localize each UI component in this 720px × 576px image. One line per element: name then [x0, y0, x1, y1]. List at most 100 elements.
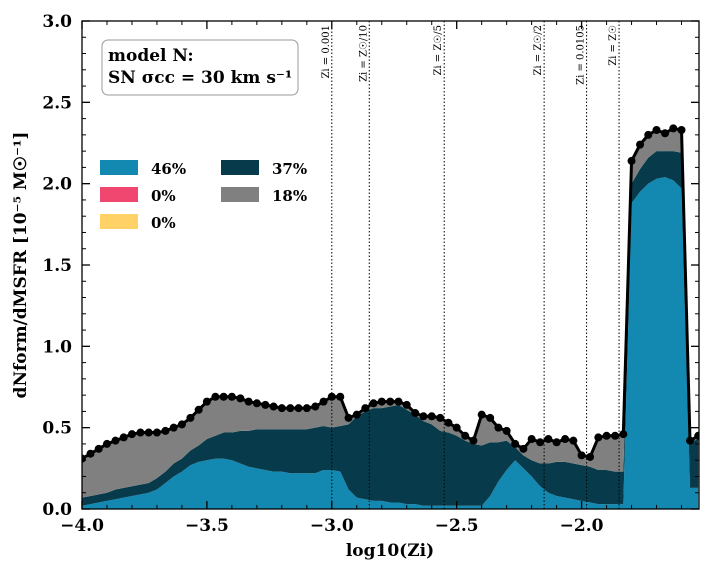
total-point	[452, 423, 461, 432]
total-point	[519, 444, 528, 453]
total-point	[244, 397, 253, 406]
legend-swatch	[221, 160, 259, 175]
total-point	[669, 124, 678, 133]
total-point	[602, 431, 611, 440]
area-series-layer	[82, 128, 699, 509]
y-tick-label: 2.5	[42, 93, 72, 113]
legend-swatch	[221, 187, 259, 202]
reference-line-label: Zi = Z☉/2	[533, 25, 544, 76]
x-tick-label: −3.0	[310, 516, 354, 536]
axis-ticks: −4.0 −3.5 −3.0 −2.5 −2.0 0.0 0.5 1.0 1.5 2.0 2.5 3.…	[42, 12, 699, 536]
total-point	[627, 156, 636, 165]
total-point	[136, 428, 145, 437]
area-series-4	[82, 151, 699, 506]
total-point	[236, 394, 245, 403]
total-point	[86, 449, 95, 458]
total-point	[477, 410, 486, 419]
total-point	[694, 431, 699, 440]
annotation-line-1: model N:	[108, 46, 194, 66]
x-tick-label: −2.0	[560, 516, 604, 536]
total-point	[636, 140, 645, 149]
legend-label: 0%	[151, 214, 176, 232]
total-point	[594, 433, 603, 442]
total-point	[211, 392, 220, 401]
legend-label: 0%	[151, 187, 176, 205]
y-tick-label: 0.5	[42, 419, 72, 439]
x-axis-title: log10(Zi)	[346, 541, 434, 561]
y-tick-label: 3.0	[42, 12, 72, 32]
y-axis-title: dNform/dMSFR [10⁻⁵ M☉⁻¹]	[11, 132, 31, 399]
total-point	[94, 444, 103, 453]
total-point	[369, 399, 378, 408]
total-point	[411, 409, 420, 418]
total-point	[527, 435, 536, 444]
total-point	[361, 404, 370, 413]
y-tick-label: 1.5	[42, 256, 72, 276]
total-point	[502, 426, 511, 435]
annotation-line-2: SN σcc = 30 km s⁻¹	[108, 68, 292, 88]
y-tick-label: 2.0	[42, 175, 72, 195]
x-tick-label: −4.0	[60, 516, 104, 536]
total-point	[277, 404, 286, 413]
legend-swatch	[100, 187, 138, 202]
y-tick-label: 0.0	[42, 500, 72, 520]
reference-line-label: Zi = 0.001	[321, 25, 332, 79]
total-point	[344, 413, 353, 422]
total-point	[436, 413, 445, 422]
legend-label: 37%	[272, 160, 307, 178]
total-line-layer	[82, 124, 699, 463]
x-tick-label: −2.5	[435, 516, 479, 536]
total-point	[611, 431, 620, 440]
total-point	[444, 418, 453, 427]
total-point	[486, 413, 495, 422]
total-point	[169, 423, 178, 432]
total-point	[619, 430, 628, 439]
total-point	[261, 400, 270, 409]
total-point	[469, 436, 478, 445]
total-point	[252, 399, 261, 408]
total-point	[219, 392, 228, 401]
total-point	[186, 413, 195, 422]
total-point	[194, 405, 203, 414]
y-tick-label: 1.0	[42, 337, 72, 357]
x-tick-label: −3.5	[185, 516, 229, 536]
legend-label: 18%	[272, 187, 307, 205]
total-point	[336, 392, 345, 401]
legend-swatch	[100, 214, 138, 229]
legend-swatch	[100, 160, 138, 175]
total-point	[561, 435, 570, 444]
total-point	[394, 397, 403, 406]
total-point	[294, 404, 303, 413]
total-point	[161, 426, 170, 435]
total-point	[327, 392, 336, 401]
legend: 46% 0% 0% 37% 18%	[100, 160, 307, 232]
total-point	[177, 420, 186, 429]
total-point	[127, 430, 136, 439]
reference-line-label: Zi = 0.0105	[576, 25, 587, 85]
total-point	[402, 400, 411, 409]
total-point	[677, 125, 686, 134]
total-point	[269, 402, 278, 411]
total-point	[686, 436, 695, 445]
total-point	[377, 397, 386, 406]
total-point	[286, 404, 295, 413]
reference-line-label: Zi = Z☉	[608, 25, 619, 66]
total-point	[386, 397, 395, 406]
total-point	[144, 428, 153, 437]
total-point	[319, 397, 328, 406]
total-point	[202, 397, 211, 406]
total-point	[586, 452, 595, 461]
total-point	[544, 435, 553, 444]
total-point	[661, 129, 670, 138]
total-point	[311, 402, 320, 411]
total-point	[461, 431, 470, 440]
reference-lines-layer: Zi = 0.001 Zi = Z☉/10 Zi = Z☉/5 Zi = Z☉/2 Zi…	[321, 21, 620, 509]
total-point	[577, 451, 586, 460]
total-point	[494, 423, 503, 432]
total-point	[352, 410, 361, 419]
total-point	[102, 439, 111, 448]
total-point	[644, 130, 653, 139]
area-series-1	[82, 177, 699, 509]
total-point	[152, 428, 161, 437]
